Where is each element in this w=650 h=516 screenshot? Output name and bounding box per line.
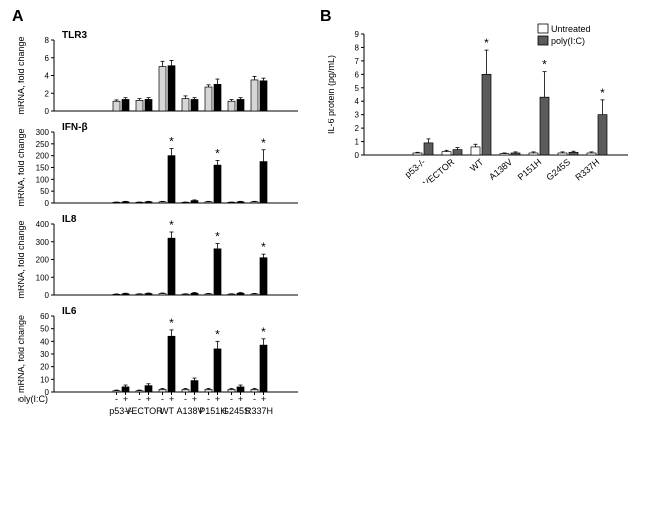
panel-b-chart: IL-6 protein (pg/mL) 0 1 2 3 4 5 6 7 8 9 * * * p53-/-V…: [328, 20, 646, 183]
x-group-label: WT: [468, 157, 486, 174]
chart-title: IFN-β: [62, 122, 88, 133]
x-group-label: R337H: [573, 157, 601, 183]
x-sub-value: +: [192, 394, 197, 404]
y-tick-label: 5: [355, 84, 360, 93]
x-group-label: WT: [160, 406, 174, 416]
significance-star: *: [542, 58, 547, 72]
legend-label: poly(I:C): [551, 36, 585, 46]
panel-a-label: A: [12, 8, 24, 26]
y-tick-label: 0: [45, 199, 50, 208]
y-tick-label: 200: [36, 152, 50, 161]
x-group-label: A138V: [487, 157, 514, 182]
significance-star: *: [484, 36, 489, 50]
significance-star: *: [215, 230, 220, 244]
y-tick-label: 200: [36, 256, 50, 265]
x-sub-value: +: [123, 394, 128, 404]
y-tick-label: 7: [355, 57, 360, 66]
x-sub-value: +: [215, 394, 220, 404]
x-group-label: VECTOR: [421, 157, 456, 183]
significance-star: *: [261, 325, 266, 339]
significance-star: *: [600, 86, 605, 100]
y-axis-label: IL-6 protein (pg/mL): [328, 55, 336, 134]
y-tick-label: 8: [45, 36, 50, 45]
x-group-label: G245S: [544, 157, 572, 183]
significance-star: *: [215, 327, 220, 341]
x-sub-value: +: [146, 394, 151, 404]
chart-title: TLR3: [62, 30, 87, 41]
y-tick-label: 2: [45, 89, 50, 98]
y-tick-label: 4: [355, 97, 360, 106]
significance-star: *: [215, 146, 220, 160]
x-sub-value: -: [161, 394, 164, 404]
y-tick-label: 2: [355, 124, 360, 133]
x-sub-value: -: [253, 394, 256, 404]
y-tick-label: 6: [45, 54, 50, 63]
y-tick-label: 60: [40, 312, 49, 321]
chart-title: IL6: [62, 306, 77, 317]
significance-star: *: [169, 135, 174, 149]
panel-a-stack: mRNA, fold change02468TLR3mRNA, fold cha…: [18, 26, 318, 428]
x-group-label: p53-/-: [403, 157, 427, 180]
significance-star: *: [169, 316, 174, 330]
y-axis-label: mRNA, fold change: [18, 128, 26, 206]
y-axis-label: mRNA, fold change: [18, 315, 26, 393]
y-tick-label: 0: [355, 151, 360, 160]
y-tick-label: 6: [355, 70, 360, 79]
x-group-label: VECTOR: [125, 406, 163, 416]
bar-chart-ifn-β: mRNA, fold change 0 50 100 150 200 250 300 IFN-β…: [18, 118, 318, 208]
y-tick-label: 10: [40, 375, 49, 384]
x-sub-value: +: [261, 394, 266, 404]
y-tick-label: 50: [40, 325, 49, 334]
x-group-label: R337H: [245, 406, 273, 416]
y-tick-label: 0: [45, 107, 50, 116]
x-sub-value: +: [169, 394, 174, 404]
bar-chart-tlr3: mRNA, fold change 0 2 4 6 8 TLR3: [18, 26, 318, 116]
y-tick-label: 150: [36, 164, 50, 173]
bar-chart-il8: mRNA, fold change 0 100 200 300 400 IL8 * * *: [18, 210, 318, 300]
legend-label: Untreated: [551, 24, 591, 34]
x-sub-value: -: [115, 394, 118, 404]
significance-star: *: [169, 218, 174, 232]
x-sub-value: -: [230, 394, 233, 404]
x-sublabel: poly(I:C): [18, 394, 48, 404]
y-tick-label: 30: [40, 350, 49, 359]
y-tick-label: 250: [36, 140, 50, 149]
y-axis-label: mRNA, fold change: [18, 220, 26, 298]
y-tick-label: 50: [40, 187, 49, 196]
y-tick-label: 40: [40, 337, 49, 346]
y-tick-label: 400: [36, 220, 50, 229]
x-sub-value: -: [138, 394, 141, 404]
y-tick-label: 300: [36, 238, 50, 247]
y-tick-label: 100: [36, 273, 50, 282]
chart-title: IL8: [62, 214, 77, 225]
y-tick-label: 1: [355, 138, 360, 147]
y-tick-label: 100: [36, 175, 50, 184]
x-sub-value: +: [238, 394, 243, 404]
x-group-label: P151H: [516, 157, 544, 182]
significance-star: *: [261, 240, 266, 254]
y-tick-label: 8: [355, 43, 360, 52]
x-sub-value: -: [207, 394, 210, 404]
bar-chart-il6: mRNA, fold change0102030405060IL6***-+-+…: [18, 302, 318, 426]
y-tick-label: 300: [36, 128, 50, 137]
y-tick-label: 20: [40, 363, 49, 372]
x-sub-value: -: [184, 394, 187, 404]
y-tick-label: 3: [355, 111, 360, 120]
y-tick-label: 0: [45, 291, 50, 300]
significance-star: *: [261, 136, 266, 150]
y-tick-label: 9: [355, 30, 360, 39]
y-axis-label: mRNA, fold change: [18, 36, 26, 114]
y-tick-label: 4: [45, 72, 50, 81]
